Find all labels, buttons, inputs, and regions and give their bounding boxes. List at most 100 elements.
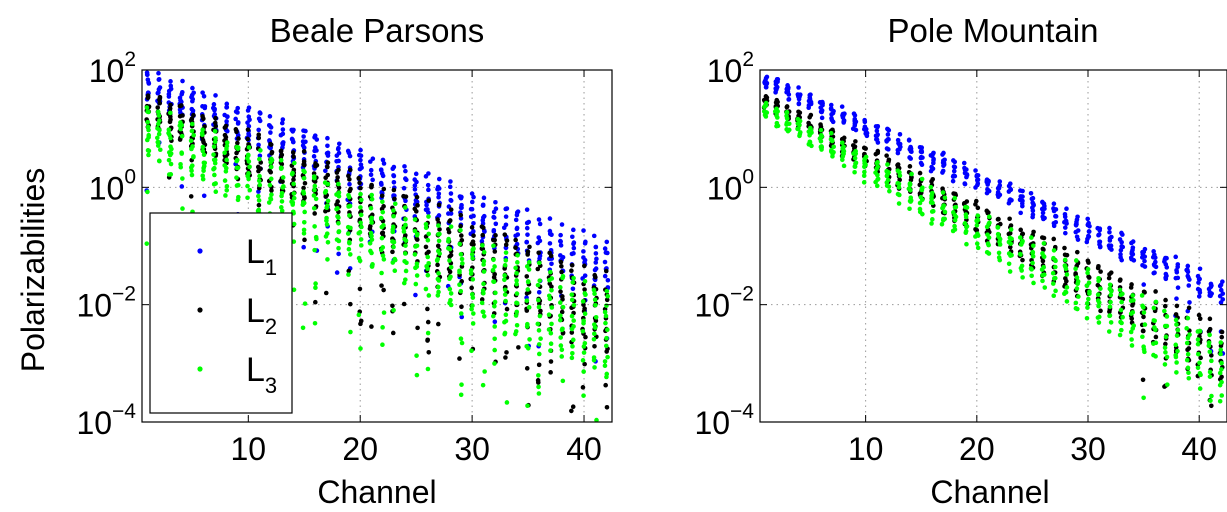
data-point — [548, 330, 554, 336]
data-point — [1107, 309, 1112, 315]
data-point — [592, 331, 597, 337]
data-point — [986, 214, 992, 220]
data-point — [525, 232, 530, 237]
data-point — [571, 318, 576, 323]
data-point — [256, 116, 262, 122]
data-point — [962, 181, 968, 187]
data-point — [818, 132, 824, 138]
data-point — [414, 232, 420, 238]
data-point — [1074, 249, 1080, 255]
data-point — [502, 232, 508, 237]
data-point — [1153, 334, 1159, 340]
data-point — [235, 165, 241, 171]
data-point — [875, 177, 880, 182]
data-point — [381, 223, 386, 228]
data-point — [1063, 218, 1069, 224]
data-point — [1196, 280, 1201, 285]
data-point — [325, 172, 331, 178]
data-point — [897, 170, 902, 175]
data-point — [514, 278, 519, 283]
data-point — [358, 346, 363, 351]
data-point — [189, 146, 194, 152]
data-point — [808, 112, 814, 118]
data-point — [469, 225, 475, 230]
data-point — [425, 182, 431, 188]
data-point — [1017, 188, 1023, 193]
data-point — [525, 321, 530, 327]
data-point — [222, 132, 228, 138]
data-point — [605, 327, 610, 332]
data-point — [775, 99, 780, 105]
data-point — [581, 350, 587, 355]
data-point — [222, 178, 228, 183]
chart-title: Beale Parsons — [270, 12, 485, 49]
data-point — [919, 176, 925, 182]
data-point — [986, 210, 991, 215]
data-point — [268, 130, 273, 135]
data-point — [403, 222, 408, 228]
data-point — [402, 236, 407, 242]
data-point — [796, 101, 802, 107]
data-point — [919, 149, 925, 155]
data-point — [582, 273, 588, 278]
data-point — [1064, 206, 1069, 211]
data-point — [861, 180, 867, 185]
data-point — [1219, 393, 1225, 398]
data-point — [1064, 299, 1070, 304]
data-point — [828, 136, 834, 142]
data-point — [379, 190, 385, 195]
data-point — [390, 239, 395, 244]
data-point — [1163, 334, 1169, 340]
data-point — [302, 209, 307, 215]
data-point — [536, 260, 542, 266]
data-point — [481, 195, 487, 201]
legend-marker-l1 — [197, 248, 203, 254]
data-point — [1174, 333, 1180, 338]
data-point — [862, 161, 868, 166]
data-point — [435, 284, 441, 290]
data-point — [536, 217, 542, 222]
data-point — [1141, 310, 1147, 315]
data-point — [797, 130, 803, 135]
data-point — [1162, 323, 1168, 329]
y-tick-label: 100 — [707, 165, 754, 206]
data-point — [997, 179, 1003, 184]
data-point — [179, 103, 184, 108]
data-point — [538, 336, 543, 341]
data-point — [1208, 398, 1213, 403]
data-point — [380, 325, 385, 330]
data-point — [515, 209, 521, 214]
data-point — [558, 243, 564, 248]
data-point — [144, 105, 150, 110]
data-point — [312, 133, 318, 138]
data-point — [257, 182, 263, 188]
data-point — [358, 205, 363, 210]
data-point — [334, 237, 340, 242]
data-point — [268, 164, 274, 170]
data-point — [504, 350, 509, 355]
data-point — [256, 127, 261, 133]
data-point — [526, 219, 532, 225]
data-point — [1119, 327, 1124, 333]
data-point — [513, 237, 518, 243]
data-point — [537, 278, 543, 283]
data-point — [146, 81, 152, 86]
data-point — [975, 213, 981, 218]
data-point — [1108, 243, 1114, 249]
data-point — [973, 168, 978, 173]
data-point — [773, 86, 778, 91]
data-point — [200, 144, 206, 150]
data-point — [975, 177, 981, 183]
data-point — [211, 102, 217, 107]
data-point — [156, 140, 161, 145]
data-point — [853, 139, 858, 144]
data-point — [1019, 263, 1025, 269]
data-point — [414, 261, 420, 267]
data-point — [1052, 264, 1058, 270]
data-point — [391, 164, 397, 170]
scatter-points — [144, 70, 611, 437]
data-point — [188, 138, 194, 144]
data-point — [280, 141, 285, 146]
data-point — [605, 432, 610, 437]
data-point — [963, 212, 969, 217]
